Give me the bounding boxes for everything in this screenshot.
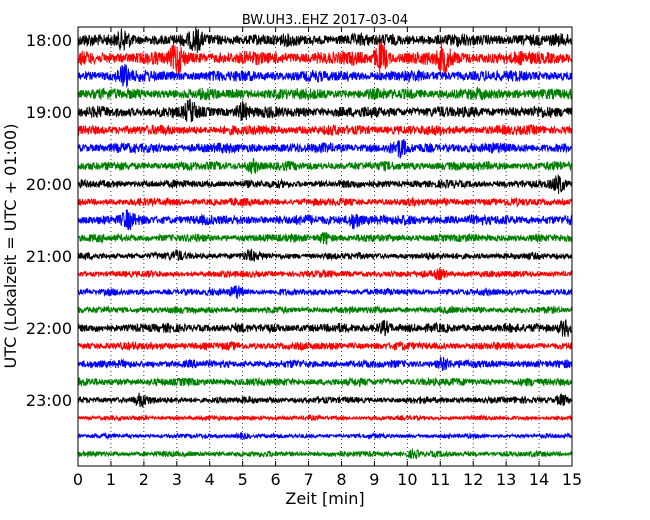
trace-row-0 bbox=[77, 27, 573, 53]
trace-row-12 bbox=[77, 248, 573, 262]
trace-row-1 bbox=[77, 40, 573, 76]
trace-row-3 bbox=[77, 86, 573, 102]
x-tick-label: 13 bbox=[496, 470, 516, 489]
y-tick-label: 23:00 bbox=[26, 391, 72, 410]
x-tick-label: 8 bbox=[336, 470, 346, 489]
trace-row-21 bbox=[77, 413, 573, 423]
plot-frame bbox=[77, 26, 573, 467]
trace-row-23 bbox=[77, 447, 573, 460]
y-axis: 18:00 19:00 20:00 21:00 22:00 23:00 bbox=[26, 31, 572, 410]
x-tick-label: 4 bbox=[205, 470, 215, 489]
trace-row-17 bbox=[77, 340, 573, 352]
trace-rows bbox=[77, 27, 573, 460]
trace-row-2 bbox=[77, 63, 573, 88]
x-tick-label: 10 bbox=[397, 470, 417, 489]
y-tick-label: 22:00 bbox=[26, 319, 72, 338]
x-tick-label: 11 bbox=[430, 470, 450, 489]
y-tick-label: 18:00 bbox=[26, 31, 72, 50]
y-tick-label: 20:00 bbox=[26, 175, 72, 194]
x-tick-label: 2 bbox=[139, 470, 149, 489]
y-tick-label: 19:00 bbox=[26, 103, 72, 122]
y-tick-label: 21:00 bbox=[26, 247, 72, 266]
trace-row-6 bbox=[77, 139, 573, 159]
x-tick-label: 0 bbox=[73, 470, 83, 489]
trace-row-5 bbox=[77, 124, 573, 137]
trace-row-22 bbox=[77, 431, 573, 441]
trace-row-9 bbox=[77, 195, 573, 209]
x-tick-label: 6 bbox=[271, 470, 281, 489]
x-tick-label: 7 bbox=[303, 470, 313, 489]
x-tick-label: 14 bbox=[529, 470, 549, 489]
x-tick-label: 12 bbox=[463, 470, 483, 489]
x-tick-label: 5 bbox=[238, 470, 248, 489]
trace-row-14 bbox=[77, 285, 573, 299]
trace-row-10 bbox=[77, 209, 573, 231]
y-axis-label: UTC (Lokalzeit = UTC + 01:00) bbox=[1, 124, 20, 369]
trace-row-15 bbox=[77, 304, 573, 316]
trace-row-7 bbox=[77, 157, 573, 175]
trace-row-4 bbox=[77, 98, 573, 123]
chart-title: BW.UH3..EHZ 2017-03-04 bbox=[242, 13, 408, 28]
x-tick-label: 1 bbox=[106, 470, 116, 489]
trace-row-13 bbox=[77, 267, 573, 281]
x-axis: 0 1 2 3 4 5 6 7 8 9 10 11 12 13 14 15 bbox=[73, 27, 582, 489]
x-tick-label: 9 bbox=[369, 470, 379, 489]
trace-row-20 bbox=[77, 392, 573, 408]
trace-row-16 bbox=[77, 319, 573, 337]
trace-row-11 bbox=[77, 232, 573, 245]
trace-row-19 bbox=[77, 376, 573, 388]
x-tick-label: 3 bbox=[172, 470, 182, 489]
trace-row-18 bbox=[77, 356, 573, 372]
x-tick-label: 15 bbox=[562, 470, 582, 489]
x-axis-label: Zeit [min] bbox=[285, 489, 364, 508]
trace-row-8 bbox=[77, 174, 573, 195]
